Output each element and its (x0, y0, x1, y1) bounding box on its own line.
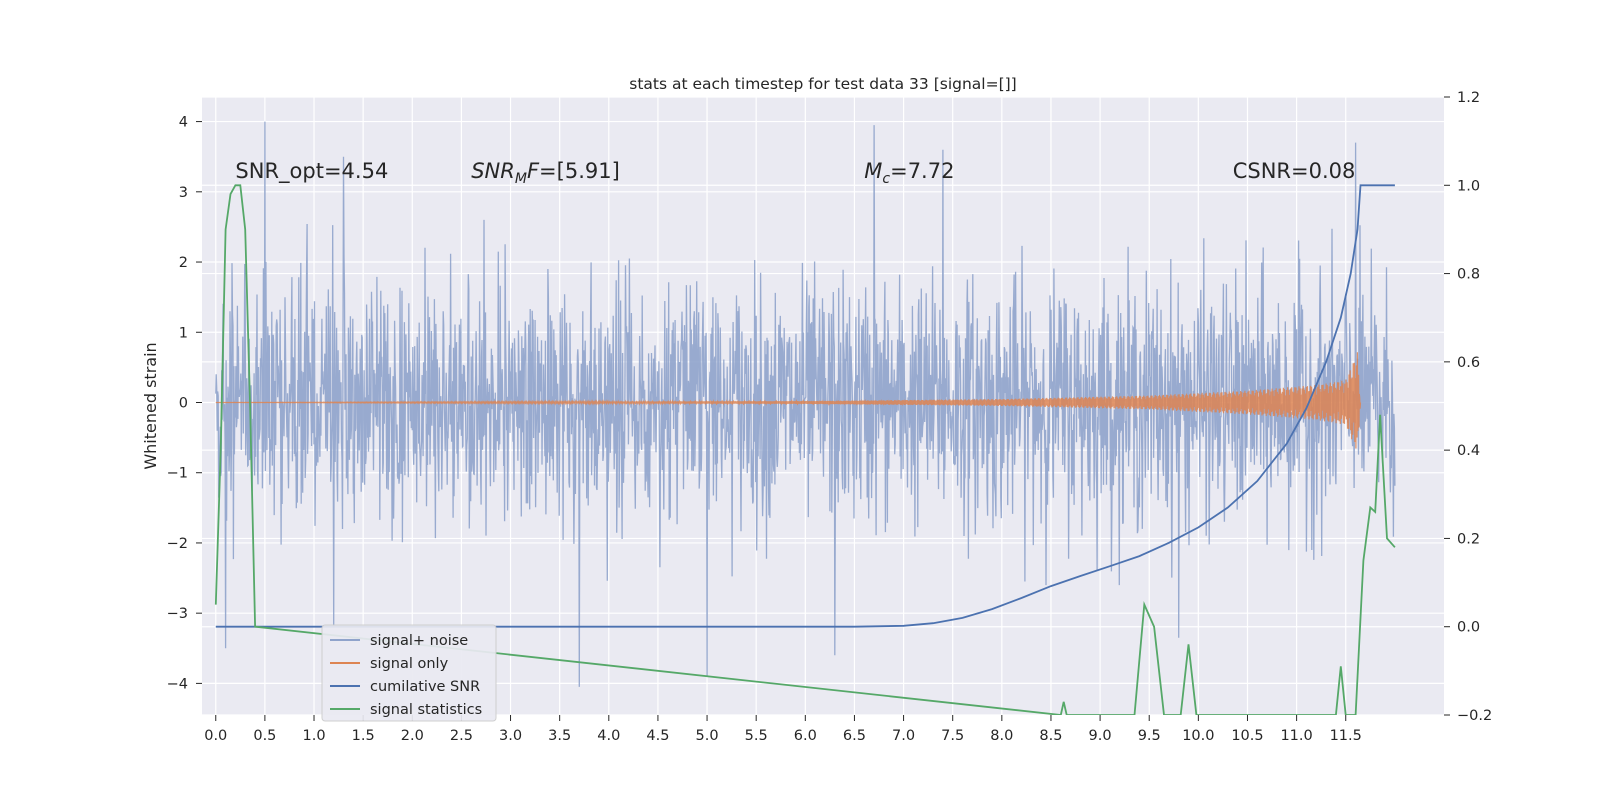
x-tick-label: 8.0 (990, 728, 1013, 744)
legend-label: cumilative SNR (370, 679, 480, 695)
y-tick-label: 3 (179, 185, 188, 201)
y2-tick-label: −0.2 (1457, 708, 1492, 724)
x-tick-label: 9.0 (1089, 728, 1112, 744)
y2-tick-label: 0.0 (1457, 620, 1480, 636)
x-tick-label: 6.0 (794, 728, 817, 744)
legend: signal+ noise signal only cumilative SNR si… (321, 624, 497, 722)
y2-tick-label: 0.6 (1457, 355, 1480, 371)
y2-tick-label: 0.2 (1457, 531, 1480, 547)
x-tick-label: 3.0 (499, 728, 522, 744)
y2-tick-label: 1.2 (1457, 90, 1480, 106)
annotation-text: Mc=7.72 (864, 159, 954, 187)
annotation-layer: SNR_opt=4.54 SNRMF=[5.91] Mc=7.72 CSNR=0.08 (235, 159, 1355, 187)
series-layer (214, 121, 1396, 715)
y-tick-label: −3 (167, 606, 188, 622)
y2-tick-label: 0.4 (1457, 443, 1480, 459)
x-tick-label: 11.0 (1280, 728, 1312, 744)
y-tick-label: −1 (167, 466, 188, 482)
x-tick-label: 10.5 (1231, 728, 1263, 744)
x-tick-label: 6.5 (843, 728, 866, 744)
annotation-text: SNR_opt=4.54 (235, 159, 388, 184)
y-tick-label: 4 (179, 115, 188, 131)
x-tick-label: 5.0 (696, 728, 719, 744)
y-tick-label: −2 (167, 536, 188, 552)
x-tick-label: 4.0 (597, 728, 620, 744)
series-signal-noise (215, 121, 1396, 687)
series-signal-statistics (214, 184, 1396, 715)
y-tick-label: 1 (179, 325, 188, 341)
x-tick-label: 4.5 (646, 728, 669, 744)
axis-layer: 0.0 0.5 1.0 1.5 2.0 2.5 3.0 3.5 4.0 4.5 5.0 5.5 6.0 6… (167, 90, 1493, 744)
legend-label: signal+ noise (370, 633, 468, 649)
x-tick-label: 7.5 (941, 728, 964, 744)
y-tick-label: −4 (167, 676, 188, 692)
x-tick-label: 2.0 (401, 728, 424, 744)
x-tick-label: 1.0 (302, 728, 325, 744)
series-cumulative-snr (215, 184, 1395, 628)
legend-label: signal only (370, 656, 449, 672)
x-tick-label: 5.5 (745, 728, 768, 744)
x-tick-label: 0.5 (253, 728, 276, 744)
annotation-text: SNRMF=[5.91] (471, 159, 620, 187)
legend-label: signal statistics (370, 702, 482, 718)
y2-tick-label: 1.0 (1457, 178, 1480, 194)
legend-box (321, 624, 497, 722)
y-tick-label: 0 (179, 395, 188, 411)
x-tick-label: 0.0 (204, 728, 227, 744)
x-tick-label: 8.5 (1039, 728, 1062, 744)
x-tick-label: 3.5 (548, 728, 571, 744)
x-tick-label: 9.5 (1138, 728, 1161, 744)
y-tick-label: 2 (179, 255, 188, 271)
y-axis-label: Whitened strain (141, 342, 160, 469)
chart-title: stats at each timestep for test data 33 … (629, 75, 1016, 93)
x-tick-label: 11.5 (1330, 728, 1362, 744)
annotation-text: CSNR=0.08 (1233, 159, 1356, 183)
y2-tick-label: 0.8 (1457, 267, 1480, 283)
series-signal-only (215, 352, 1362, 449)
x-tick-label: 10.0 (1182, 728, 1214, 744)
x-tick-label: 1.5 (352, 728, 375, 744)
x-tick-label: 7.0 (892, 728, 915, 744)
x-tick-label: 2.5 (450, 728, 473, 744)
